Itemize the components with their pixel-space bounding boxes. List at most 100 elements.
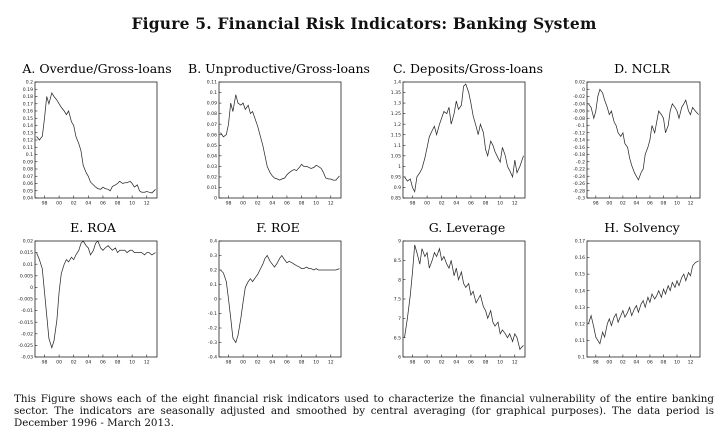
x-tick-label: 00 xyxy=(56,360,62,366)
y-tick-label: 0.1 xyxy=(578,355,585,361)
x-tick-label: 08 xyxy=(483,201,489,207)
chart-panel-1: A. Overdue/Gross-loans 0.20.190.180.17 0.1… xyxy=(21,61,171,207)
x-tick-label: 08 xyxy=(299,360,305,366)
y-tick-label: 0 xyxy=(214,196,217,202)
x-tick-label: 06 xyxy=(100,360,106,366)
x-tick-label: 00 xyxy=(240,360,246,366)
y-tick-label: 6 xyxy=(398,355,401,361)
y-tick-label: 0.12 xyxy=(575,321,585,327)
x-tick-label: 04 xyxy=(453,201,459,207)
x-tick-label: 00 xyxy=(424,360,430,366)
plot-frame xyxy=(586,240,701,358)
panel-title: G. Leverage xyxy=(429,220,505,235)
x-tick-label: 12 xyxy=(512,360,518,366)
x-tick-label: 06 xyxy=(284,360,290,366)
chart-panel-2: B. Unproductive/Gross-loans 0.11 0.1 0.09 0.… xyxy=(188,61,370,207)
plot-frame xyxy=(218,81,342,199)
y-tick-label: 1.05 xyxy=(391,153,401,159)
panel-title: B. Unproductive/Gross-loans xyxy=(188,61,370,76)
y-tick-label: -0.02 xyxy=(21,331,33,337)
y-tick-label: 0.12 xyxy=(23,138,33,144)
series-line xyxy=(404,83,524,193)
y-tick-label: -0.2 xyxy=(576,159,585,165)
y-tick-label: 0.11 xyxy=(575,338,585,344)
y-tick-label: 0.08 xyxy=(23,167,33,173)
x-tick-label: 10 xyxy=(674,201,680,207)
y-tick-label: -0.06 xyxy=(573,109,585,115)
y-tick-label: -0.04 xyxy=(573,101,585,107)
y-tick-label: 0.09 xyxy=(207,101,217,107)
y-tick-label: 0.11 xyxy=(207,80,217,86)
series-line xyxy=(36,240,156,349)
x-tick-label: 04 xyxy=(85,360,91,366)
panel-title: F. ROE xyxy=(256,220,299,235)
y-tick-label: 0.1 xyxy=(26,152,33,158)
y-tick-label: 0.13 xyxy=(575,305,585,311)
plot-frame xyxy=(34,81,158,199)
y-tick-label: 0 xyxy=(214,297,217,303)
y-tick-label: 0.01 xyxy=(23,262,33,268)
x-tick-label: 12 xyxy=(144,201,150,207)
plot-frame xyxy=(34,240,158,358)
x-tick-label: 10 xyxy=(674,360,680,366)
y-tick-label: 0.14 xyxy=(575,288,585,294)
y-tick-label: -0.2 xyxy=(208,326,217,332)
x-tick-label: 12 xyxy=(328,360,334,366)
y-tick-label: 6.5 xyxy=(394,335,401,341)
x-tick-label: 06 xyxy=(284,201,290,207)
y-tick-label: 0.11 xyxy=(23,145,33,151)
x-tick-label: 98 xyxy=(593,201,599,207)
y-tick-label: 0 xyxy=(582,87,585,93)
y-tick-label: 0.05 xyxy=(207,143,217,149)
x-tick-label: 12 xyxy=(144,360,150,366)
x-tick-label: 00 xyxy=(56,201,62,207)
figure-caption: This Figure shows each of the eight fina… xyxy=(14,393,714,429)
y-tick-label: 0.2 xyxy=(210,268,217,274)
chart-panel-8: H. Solvency0.170.160.150.140.130.120.110… xyxy=(575,220,701,366)
x-tick-label: 10 xyxy=(129,201,135,207)
plot-frame xyxy=(586,81,701,199)
y-tick-label: 0.1 xyxy=(210,90,217,96)
x-tick-label: 06 xyxy=(647,360,653,366)
x-tick-label: 12 xyxy=(688,360,694,366)
y-tick-label: 0 xyxy=(30,285,33,291)
y-tick-label: -0.1 xyxy=(576,123,585,129)
x-tick-label: 12 xyxy=(688,201,694,207)
y-tick-label: 0.06 xyxy=(207,132,217,138)
y-tick-label: -0.015 xyxy=(18,320,33,326)
y-tick-label: 7 xyxy=(398,316,401,322)
y-tick-label: 0.02 xyxy=(575,80,585,86)
y-tick-label: 0.14 xyxy=(23,123,33,129)
x-tick-label: 12 xyxy=(512,201,518,207)
y-tick-label: 0.13 xyxy=(23,130,33,136)
y-tick-label: -0.22 xyxy=(573,167,585,173)
y-tick-label: 0.09 xyxy=(23,159,33,165)
chart-panel-6: F. ROE 0.4 0.3 0.2 0.1 0 -0.1 -0.2 -0.3 -0.4 98 00 0… xyxy=(208,220,342,366)
x-tick-label: 00 xyxy=(606,360,612,366)
y-tick-label: 0.15 xyxy=(575,272,585,278)
y-tick-label: 1.4 xyxy=(394,80,401,86)
y-tick-label: -0.28 xyxy=(573,188,585,194)
chart-panel-4: D. NCLR0.020-0.02-0.04-0.06-0.08-0.1-0.1… xyxy=(573,61,701,207)
y-tick-label: 0.18 xyxy=(23,94,33,100)
y-tick-label: 0.16 xyxy=(575,255,585,261)
y-tick-label: -0.3 xyxy=(576,196,585,202)
y-tick-label: 0.015 xyxy=(20,250,33,256)
y-tick-label: 0.95 xyxy=(391,175,401,181)
x-tick-label: 00 xyxy=(424,201,430,207)
plot-frame xyxy=(402,81,526,199)
series-line xyxy=(588,260,699,345)
y-tick-label: 1.3 xyxy=(394,101,401,107)
y-tick-label: -0.03 xyxy=(21,355,33,361)
y-tick-label: 1.35 xyxy=(391,90,401,96)
y-tick-label: 0.4 xyxy=(210,239,217,245)
x-tick-label: 06 xyxy=(647,201,653,207)
y-tick-label: 0.005 xyxy=(20,273,33,279)
y-tick-label: 9 xyxy=(398,239,401,245)
y-tick-label: 0.85 xyxy=(391,196,401,202)
x-tick-label: 02 xyxy=(439,360,445,366)
y-tick-label: 0.08 xyxy=(207,111,217,117)
x-tick-label: 12 xyxy=(328,201,334,207)
y-tick-label: 0.16 xyxy=(23,109,33,115)
series-line xyxy=(220,254,340,344)
